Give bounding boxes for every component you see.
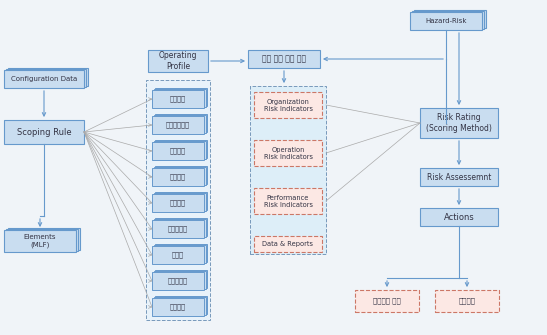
Bar bbox=[420, 208, 498, 226]
Text: 이시이나항공: 이시이나항공 bbox=[166, 122, 190, 128]
Text: 제주항공: 제주항공 bbox=[170, 148, 186, 154]
Bar bbox=[148, 50, 208, 72]
Text: 점검주기 조정: 점검주기 조정 bbox=[373, 298, 401, 304]
Bar bbox=[155, 88, 207, 106]
Bar bbox=[155, 244, 207, 262]
Bar bbox=[248, 50, 320, 68]
Bar bbox=[154, 271, 206, 289]
Bar bbox=[412, 11, 484, 29]
Bar bbox=[420, 108, 498, 138]
Bar bbox=[6, 229, 78, 251]
Bar bbox=[4, 230, 76, 252]
Text: 에어부산: 에어부산 bbox=[170, 174, 186, 180]
Text: 관련 위험 지표 수출: 관련 위험 지표 수출 bbox=[262, 55, 306, 64]
Bar bbox=[8, 228, 80, 250]
Bar bbox=[155, 192, 207, 210]
Text: 대한항공: 대한항공 bbox=[170, 96, 186, 102]
Bar bbox=[250, 86, 326, 254]
Text: 이스타항공: 이스타항공 bbox=[168, 226, 188, 232]
Bar bbox=[152, 272, 204, 290]
Text: Configuration Data: Configuration Data bbox=[11, 76, 77, 82]
Bar bbox=[152, 194, 204, 212]
Text: Elements
(MLF): Elements (MLF) bbox=[24, 234, 56, 248]
Text: 디웨이항공: 디웨이항공 bbox=[168, 278, 188, 284]
Bar bbox=[154, 193, 206, 211]
Text: Actions: Actions bbox=[444, 212, 474, 221]
Bar bbox=[154, 245, 206, 263]
Bar bbox=[152, 220, 204, 238]
Bar bbox=[154, 89, 206, 107]
Bar bbox=[152, 246, 204, 264]
Bar bbox=[254, 92, 322, 118]
Bar bbox=[254, 140, 322, 166]
Bar bbox=[155, 114, 207, 132]
Bar bbox=[4, 70, 84, 88]
Text: 설계평가: 설계평가 bbox=[458, 298, 475, 304]
Bar bbox=[4, 120, 84, 144]
Bar bbox=[155, 218, 207, 236]
Text: 에어서울: 에어서울 bbox=[170, 200, 186, 206]
Text: Operation
Risk Indicators: Operation Risk Indicators bbox=[264, 146, 312, 159]
Text: Performance
Risk Indicators: Performance Risk Indicators bbox=[264, 195, 312, 207]
Bar bbox=[355, 290, 419, 312]
Bar bbox=[155, 140, 207, 158]
Bar bbox=[154, 297, 206, 315]
Bar bbox=[152, 142, 204, 160]
Bar bbox=[154, 141, 206, 159]
Text: 에어인천: 에어인천 bbox=[170, 304, 186, 310]
Bar bbox=[6, 69, 86, 87]
Bar bbox=[155, 296, 207, 314]
Bar bbox=[254, 188, 322, 214]
Bar bbox=[146, 80, 210, 320]
Bar bbox=[152, 116, 204, 134]
Text: Risk Assessemnt: Risk Assessemnt bbox=[427, 173, 491, 182]
Bar bbox=[414, 10, 486, 28]
Bar bbox=[152, 168, 204, 186]
Text: Hazard-Risk: Hazard-Risk bbox=[425, 18, 467, 24]
Text: Data & Reports: Data & Reports bbox=[263, 241, 313, 247]
Text: Risk Rating
(Scoring Method): Risk Rating (Scoring Method) bbox=[426, 113, 492, 133]
Bar bbox=[152, 298, 204, 316]
Bar bbox=[435, 290, 499, 312]
Bar bbox=[152, 90, 204, 108]
Bar bbox=[254, 236, 322, 252]
Bar bbox=[8, 68, 88, 86]
Bar bbox=[420, 168, 498, 186]
Bar bbox=[154, 167, 206, 185]
Text: Organization
Risk Indicators: Organization Risk Indicators bbox=[264, 98, 312, 112]
Bar bbox=[154, 115, 206, 133]
Bar bbox=[154, 219, 206, 237]
Text: Operating
Profile: Operating Profile bbox=[159, 51, 197, 71]
Bar bbox=[155, 166, 207, 184]
Bar bbox=[155, 270, 207, 288]
Text: Scoping Rule: Scoping Rule bbox=[17, 128, 71, 136]
Text: 진에어: 진에어 bbox=[172, 252, 184, 258]
Bar bbox=[410, 12, 482, 30]
